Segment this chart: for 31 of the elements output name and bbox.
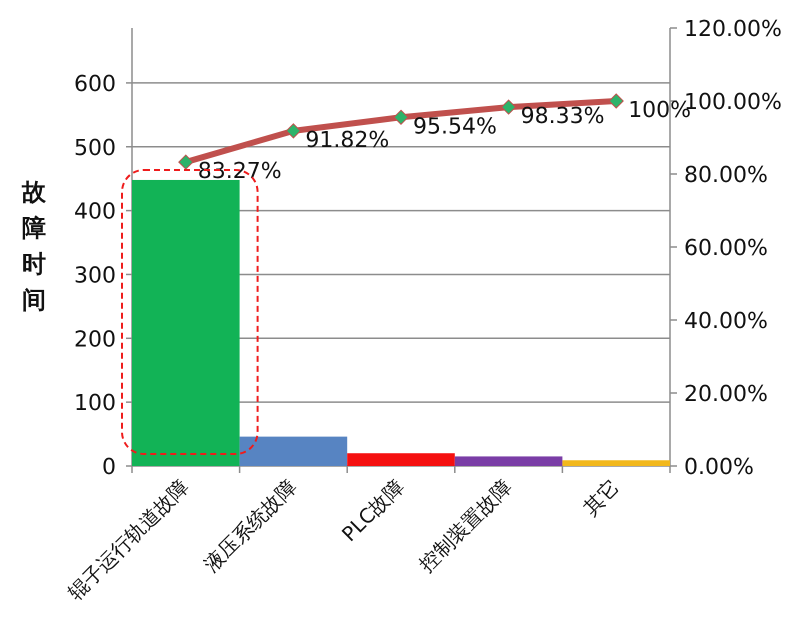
bar (347, 453, 455, 466)
x-tick-label: 液压系统故障 (199, 474, 301, 576)
y2-tick-label: 20.00% (684, 382, 768, 407)
point (394, 110, 408, 125)
bar (454, 456, 562, 466)
x-tick-label: PLC故障 (336, 474, 409, 546)
y2-tick-label: 40.00% (684, 309, 768, 334)
y-tick-label: 500 (74, 136, 116, 161)
x-tick-label: 其它 (578, 474, 624, 520)
x-tick-label: 控制装置故障 (414, 474, 516, 576)
bar (562, 460, 670, 466)
data-label: 98.33% (520, 104, 604, 130)
point (178, 154, 194, 170)
point (286, 123, 301, 138)
data-label: 83.27% (198, 159, 282, 184)
y-tick-label: 600 (74, 72, 116, 97)
y-tick-label: 400 (74, 200, 116, 225)
y-tick-label: 100 (74, 391, 116, 416)
bar (240, 436, 348, 466)
y2-tick-label: 60.00% (684, 236, 768, 261)
y-tick-label: 200 (74, 327, 116, 352)
y2-tick-label: 120.00% (684, 17, 782, 42)
y-tick-label: 300 (74, 263, 116, 288)
bar (132, 180, 240, 466)
point (501, 100, 516, 115)
y2-tick-label: 80.00% (684, 163, 768, 188)
data-label: 91.82% (305, 128, 390, 153)
y-axis-title: 故障时间 (21, 178, 47, 314)
data-label: 95.54% (413, 114, 497, 140)
y2-tick-label: 0.00% (684, 455, 754, 480)
point (608, 94, 624, 108)
